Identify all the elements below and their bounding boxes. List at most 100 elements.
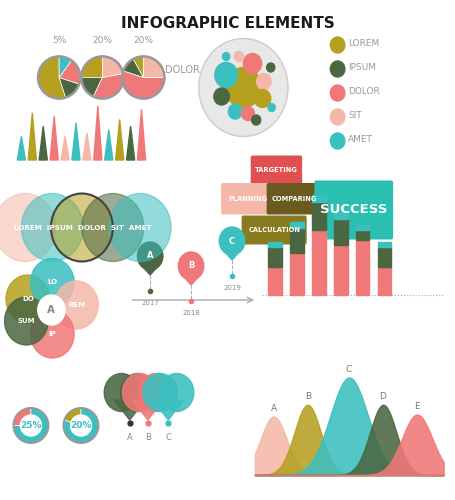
Circle shape bbox=[143, 374, 177, 412]
Text: SUM: SUM bbox=[18, 318, 35, 324]
Circle shape bbox=[159, 374, 194, 412]
Bar bbox=[334, 245, 348, 295]
Bar bbox=[312, 202, 326, 230]
Circle shape bbox=[330, 37, 345, 53]
Text: C: C bbox=[229, 236, 235, 246]
Text: C: C bbox=[166, 432, 171, 442]
Circle shape bbox=[254, 90, 271, 108]
Text: DOLOR: DOLOR bbox=[348, 88, 380, 96]
Wedge shape bbox=[59, 56, 71, 78]
Text: 25%: 25% bbox=[20, 421, 42, 430]
Bar bbox=[268, 247, 282, 267]
Circle shape bbox=[30, 258, 74, 306]
Bar bbox=[378, 242, 391, 247]
Polygon shape bbox=[94, 106, 102, 160]
Text: 5%: 5% bbox=[52, 36, 66, 44]
Text: LOREM  IPSUM  DOLOR  SIT  AMET: LOREM IPSUM DOLOR SIT AMET bbox=[14, 224, 151, 230]
Polygon shape bbox=[114, 400, 145, 420]
Bar bbox=[268, 242, 282, 247]
Bar bbox=[356, 230, 369, 240]
Text: TARGETING: TARGETING bbox=[255, 167, 298, 173]
Text: SUCCESS: SUCCESS bbox=[320, 204, 388, 216]
Text: A: A bbox=[271, 404, 277, 412]
Text: DO: DO bbox=[22, 296, 34, 302]
Wedge shape bbox=[93, 74, 123, 98]
Circle shape bbox=[252, 115, 261, 125]
Polygon shape bbox=[153, 400, 184, 420]
Wedge shape bbox=[81, 78, 102, 96]
Wedge shape bbox=[133, 56, 143, 78]
Text: 2019: 2019 bbox=[223, 285, 241, 291]
Text: REM: REM bbox=[68, 302, 85, 308]
Polygon shape bbox=[137, 110, 146, 160]
Circle shape bbox=[20, 415, 41, 436]
Text: INFOGRAPHIC ELEMENTS: INFOGRAPHIC ELEMENTS bbox=[121, 16, 334, 31]
Polygon shape bbox=[50, 116, 58, 160]
Circle shape bbox=[21, 194, 83, 262]
Text: B: B bbox=[305, 392, 311, 401]
Bar bbox=[334, 213, 348, 219]
Circle shape bbox=[178, 252, 204, 280]
Text: A: A bbox=[47, 305, 56, 315]
Text: 20%: 20% bbox=[92, 36, 112, 44]
Polygon shape bbox=[28, 112, 36, 160]
Circle shape bbox=[137, 242, 163, 270]
Text: PLANNING: PLANNING bbox=[228, 196, 268, 202]
Text: AMET: AMET bbox=[348, 136, 373, 144]
Text: COMPARING: COMPARING bbox=[272, 196, 317, 202]
Polygon shape bbox=[221, 247, 243, 260]
FancyBboxPatch shape bbox=[267, 183, 323, 214]
Wedge shape bbox=[81, 56, 102, 78]
Circle shape bbox=[122, 374, 157, 412]
Wedge shape bbox=[143, 56, 164, 78]
Circle shape bbox=[0, 194, 56, 262]
Polygon shape bbox=[61, 136, 69, 160]
FancyBboxPatch shape bbox=[251, 156, 302, 184]
Circle shape bbox=[330, 109, 345, 125]
Text: B: B bbox=[188, 262, 194, 270]
Text: D: D bbox=[379, 392, 386, 401]
Polygon shape bbox=[105, 130, 113, 160]
Bar bbox=[312, 195, 326, 202]
Bar bbox=[334, 219, 348, 245]
Text: B: B bbox=[145, 432, 151, 442]
Wedge shape bbox=[14, 408, 48, 443]
Wedge shape bbox=[123, 59, 143, 78]
Bar bbox=[356, 225, 369, 230]
Bar bbox=[356, 240, 369, 295]
Text: A: A bbox=[147, 252, 153, 260]
FancyBboxPatch shape bbox=[314, 180, 393, 240]
Circle shape bbox=[330, 61, 345, 77]
Text: SIT: SIT bbox=[348, 112, 362, 120]
Circle shape bbox=[215, 62, 238, 88]
Bar bbox=[290, 253, 304, 295]
Circle shape bbox=[234, 52, 243, 62]
Circle shape bbox=[6, 275, 50, 323]
Bar bbox=[378, 247, 391, 267]
Circle shape bbox=[225, 68, 262, 108]
Circle shape bbox=[5, 297, 48, 345]
Text: CALCULATION: CALCULATION bbox=[248, 227, 300, 233]
Circle shape bbox=[330, 85, 345, 101]
Circle shape bbox=[139, 374, 173, 412]
Circle shape bbox=[242, 106, 254, 120]
Circle shape bbox=[330, 133, 345, 149]
Wedge shape bbox=[59, 60, 80, 84]
Circle shape bbox=[104, 374, 139, 412]
Polygon shape bbox=[139, 262, 162, 275]
Bar bbox=[312, 230, 326, 295]
Circle shape bbox=[268, 104, 275, 112]
Polygon shape bbox=[83, 133, 91, 160]
Polygon shape bbox=[17, 136, 25, 160]
Circle shape bbox=[55, 281, 98, 329]
Wedge shape bbox=[59, 78, 79, 98]
Bar bbox=[268, 267, 282, 295]
Circle shape bbox=[71, 415, 91, 436]
Text: IP: IP bbox=[49, 331, 56, 337]
Circle shape bbox=[214, 88, 229, 105]
Polygon shape bbox=[39, 126, 47, 160]
Text: E: E bbox=[415, 402, 420, 410]
Wedge shape bbox=[14, 408, 31, 426]
Polygon shape bbox=[72, 123, 80, 160]
Text: 2017: 2017 bbox=[141, 300, 159, 306]
